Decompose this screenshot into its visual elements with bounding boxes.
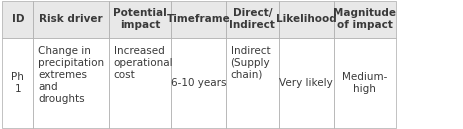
Text: Very likely: Very likely <box>279 78 333 88</box>
Text: Timeframe: Timeframe <box>167 14 231 25</box>
FancyBboxPatch shape <box>2 1 33 38</box>
FancyBboxPatch shape <box>226 1 279 38</box>
Text: Magnitude
of impact: Magnitude of impact <box>333 9 396 30</box>
FancyBboxPatch shape <box>2 38 33 128</box>
Text: Ph
1: Ph 1 <box>12 72 25 94</box>
FancyBboxPatch shape <box>109 38 171 128</box>
Text: Change in
precipitation
extremes
and
droughts: Change in precipitation extremes and dro… <box>38 46 104 104</box>
FancyBboxPatch shape <box>334 38 395 128</box>
Text: Direct/
Indirect: Direct/ Indirect <box>230 9 275 30</box>
FancyBboxPatch shape <box>279 38 334 128</box>
FancyBboxPatch shape <box>334 1 395 38</box>
Text: ID: ID <box>12 14 24 25</box>
Text: Risk driver: Risk driver <box>39 14 103 25</box>
FancyBboxPatch shape <box>279 1 334 38</box>
FancyBboxPatch shape <box>109 1 171 38</box>
FancyBboxPatch shape <box>33 38 109 128</box>
FancyBboxPatch shape <box>171 1 226 38</box>
FancyBboxPatch shape <box>226 38 279 128</box>
Text: 6-10 years: 6-10 years <box>171 78 226 88</box>
FancyBboxPatch shape <box>171 38 226 128</box>
Text: Potential
impact: Potential impact <box>113 9 167 30</box>
Text: Medium-
high: Medium- high <box>342 72 388 94</box>
FancyBboxPatch shape <box>33 1 109 38</box>
Text: Indirect
(Supply
chain): Indirect (Supply chain) <box>231 46 270 80</box>
Text: Likelihood: Likelihood <box>276 14 337 25</box>
Text: Increased
operational
cost: Increased operational cost <box>114 46 173 80</box>
